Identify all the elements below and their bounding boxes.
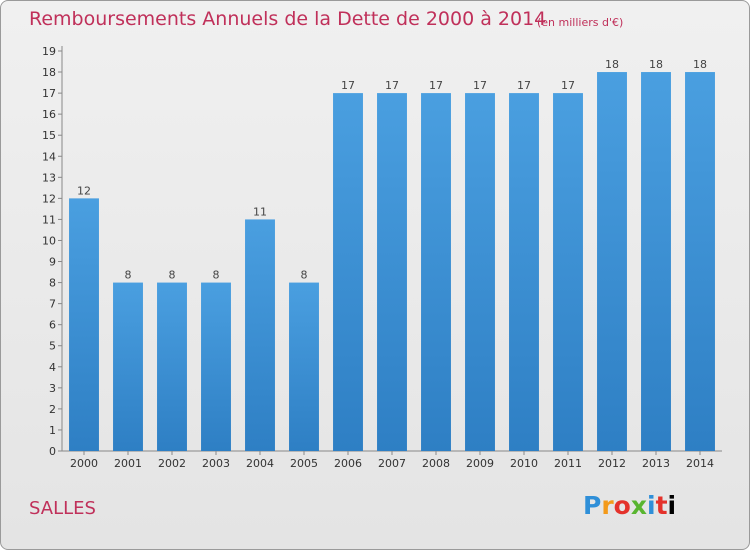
bar-value-label: 8 <box>125 269 132 282</box>
bar-value-label: 17 <box>561 79 575 92</box>
bar-value-label: 17 <box>517 79 531 92</box>
bar <box>509 93 539 452</box>
x-tick-label: 2012 <box>598 457 626 470</box>
bar <box>553 93 583 452</box>
x-tick-label: 2008 <box>422 457 450 470</box>
y-tick-label: 16 <box>42 108 56 121</box>
bar-value-label: 17 <box>385 79 399 92</box>
x-tick-label: 2003 <box>202 457 230 470</box>
y-tick-label: 5 <box>49 340 56 353</box>
x-tick-label: 2006 <box>334 457 362 470</box>
bar-value-label: 12 <box>77 184 91 197</box>
bar <box>421 93 451 452</box>
bar <box>465 93 495 452</box>
y-tick-label: 14 <box>42 150 56 163</box>
x-tick-label: 2002 <box>158 457 186 470</box>
bar-value-label: 18 <box>605 58 619 71</box>
bar-value-label: 18 <box>649 58 663 71</box>
bar-value-label: 8 <box>213 269 220 282</box>
y-tick-label: 0 <box>49 445 56 458</box>
y-tick-label: 4 <box>49 361 56 374</box>
x-tick-label: 2013 <box>642 457 670 470</box>
bar-value-label: 8 <box>169 269 176 282</box>
y-tick-label: 17 <box>42 87 56 100</box>
y-tick-label: 1 <box>49 424 56 437</box>
chart-subtitle: (en milliers d'€) <box>537 16 624 29</box>
y-tick-label: 15 <box>42 129 56 142</box>
bar-value-label: 17 <box>429 79 443 92</box>
y-tick-label: 12 <box>42 192 56 205</box>
x-tick-label: 2009 <box>466 457 494 470</box>
x-tick-label: 2011 <box>554 457 582 470</box>
bar-value-label: 11 <box>253 205 267 218</box>
bar <box>289 282 319 451</box>
y-tick-label: 2 <box>49 403 56 416</box>
bar-value-label: 18 <box>693 58 707 71</box>
x-tick-label: 2005 <box>290 457 318 470</box>
proxiti-logo: Proxiti <box>583 491 677 520</box>
commune-name: SALLES <box>29 498 96 519</box>
y-tick-label: 6 <box>49 319 56 332</box>
bar <box>157 282 187 451</box>
bar <box>641 72 671 451</box>
bar-value-label: 17 <box>473 79 487 92</box>
x-tick-label: 2010 <box>510 457 538 470</box>
y-tick-label: 3 <box>49 382 56 395</box>
bar <box>113 282 143 451</box>
x-tick-label: 2000 <box>70 457 98 470</box>
bar <box>201 282 231 451</box>
bar <box>685 72 715 451</box>
bar <box>597 72 627 451</box>
bar <box>333 93 363 452</box>
bar <box>377 93 407 452</box>
y-tick-label: 19 <box>42 45 56 58</box>
y-tick-label: 7 <box>49 298 56 311</box>
x-tick-label: 2014 <box>686 457 714 470</box>
x-tick-label: 2001 <box>114 457 142 470</box>
y-tick-label: 11 <box>42 213 56 226</box>
y-tick-label: 9 <box>49 256 56 269</box>
x-tick-label: 2004 <box>246 457 274 470</box>
bar-value-label: 8 <box>301 269 308 282</box>
y-tick-label: 10 <box>42 234 56 247</box>
bar-value-label: 17 <box>341 79 355 92</box>
chart-title: Remboursements Annuels de la Dette de 20… <box>29 8 547 30</box>
y-tick-label: 18 <box>42 66 56 79</box>
bar <box>69 198 99 451</box>
x-tick-label: 2007 <box>378 457 406 470</box>
y-tick-label: 13 <box>42 171 56 184</box>
bar <box>245 219 275 451</box>
y-tick-label: 8 <box>49 277 56 290</box>
